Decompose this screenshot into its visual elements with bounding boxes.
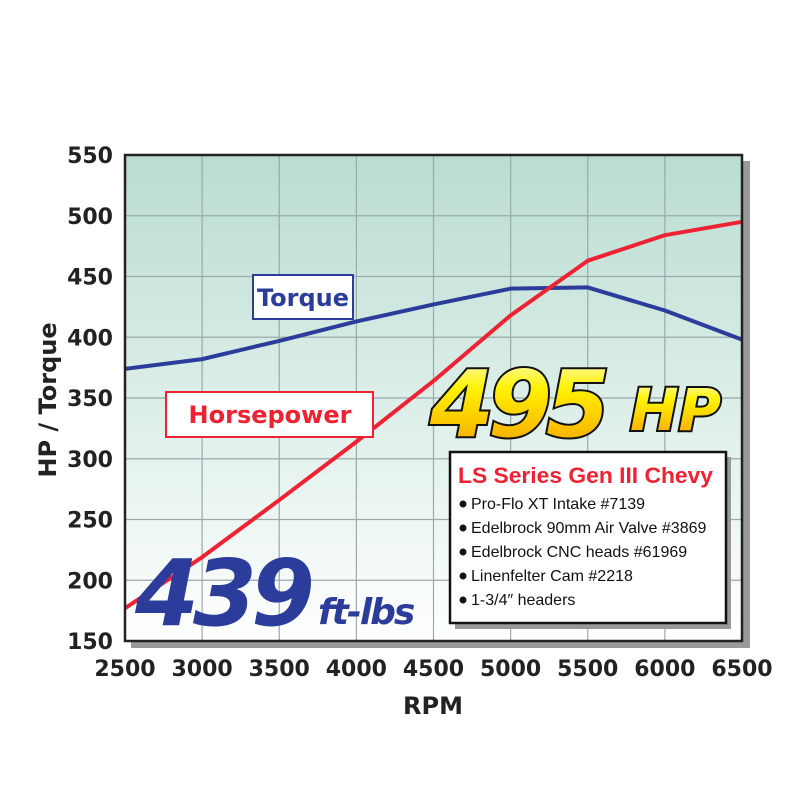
legend-torque-label: Torque bbox=[257, 284, 349, 312]
bullet-icon bbox=[459, 548, 467, 556]
hp-peak-unit: HP bbox=[630, 376, 721, 444]
x-tick-label: 5500 bbox=[557, 657, 618, 682]
x-tick-label: 6000 bbox=[634, 657, 695, 682]
plot-border bbox=[123, 153, 744, 643]
bullet-icon bbox=[459, 572, 467, 580]
x-tick-label: 3500 bbox=[249, 657, 310, 682]
x-tick-label: 4500 bbox=[403, 657, 464, 682]
x-tick-label: 5000 bbox=[480, 657, 541, 682]
spec-item: 1-3/4″ headers bbox=[471, 592, 575, 609]
bullet-icon bbox=[459, 500, 467, 508]
x-axis-label: RPM bbox=[403, 692, 463, 720]
bullet-icon bbox=[459, 524, 467, 532]
y-tick-label: 300 bbox=[67, 448, 113, 473]
x-tick-label: 4000 bbox=[326, 657, 387, 682]
y-tick-label: 450 bbox=[67, 266, 113, 291]
spec-box-title: LS Series Gen III Chevy bbox=[458, 463, 714, 488]
x-tick-label: 6500 bbox=[711, 657, 772, 682]
spec-item: Edelbrock 90mm Air Valve #3869 bbox=[471, 520, 706, 537]
hp-peak-annotation: 495 HP bbox=[427, 349, 723, 460]
x-tick-label: 3000 bbox=[172, 657, 233, 682]
spec-item: Edelbrock CNC heads #61969 bbox=[471, 544, 687, 561]
spec-item: Linenfelter Cam #2218 bbox=[471, 568, 633, 585]
y-tick-label: 200 bbox=[67, 569, 113, 594]
torque-peak-number: 439 bbox=[134, 540, 311, 647]
y-tick-label: 550 bbox=[67, 144, 113, 169]
spec-box: LS Series Gen III Chevy Pro-Flo XT Intak… bbox=[448, 450, 731, 629]
torque-peak-unit: ft-lbs bbox=[318, 592, 415, 633]
y-axis-label: HP / Torque bbox=[34, 322, 62, 477]
y-tick-label: 350 bbox=[67, 387, 113, 412]
spec-item: Pro-Flo XT Intake #7139 bbox=[471, 496, 645, 513]
legend-torque: Torque bbox=[252, 274, 354, 320]
y-tick-label: 500 bbox=[67, 205, 113, 230]
bullet-icon bbox=[459, 596, 467, 604]
torque-peak-annotation: 439 ft-lbs bbox=[134, 540, 417, 647]
hp-peak-number: 495 bbox=[429, 351, 606, 458]
x-tick-label: 2500 bbox=[94, 657, 155, 682]
legend-horsepower-label: Horsepower bbox=[189, 401, 352, 429]
y-tick-label: 150 bbox=[67, 630, 113, 655]
y-tick-label: 400 bbox=[67, 326, 113, 351]
y-tick-label: 250 bbox=[67, 509, 113, 534]
legend-horsepower: Horsepower bbox=[165, 391, 374, 438]
